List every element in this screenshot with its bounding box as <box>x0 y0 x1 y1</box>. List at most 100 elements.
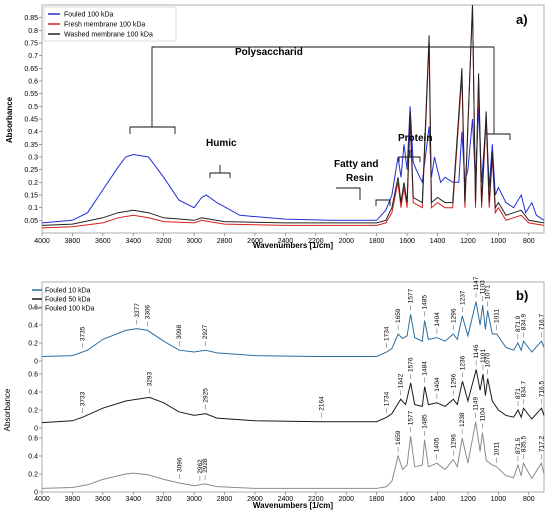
annotation-polysaccharid: Polysaccharid <box>235 47 303 58</box>
panel-a-y-tick-label: 0.35 <box>24 142 38 149</box>
panel-b-x-tick-label: 2000 <box>338 496 354 503</box>
panel-b-peak-label: 1011 <box>494 441 501 455</box>
panel-a-series-1-line <box>41 106 545 224</box>
panel-b-label: b) <box>516 288 528 303</box>
panel-b-legend-entry: Fouled 10 kDa <box>45 288 91 295</box>
panel-b-peak-label: 1146 <box>473 344 480 358</box>
panel-b-series-1-line <box>41 301 545 357</box>
panel-b-y-tick-label: 0.6 <box>28 436 38 443</box>
panel-b-y-tick-label: 0.4 <box>28 323 38 330</box>
panel-b-x-tick-label: 3800 <box>65 496 81 503</box>
panel-b-y-tick-label: 0.4 <box>28 454 38 461</box>
panel-b-peak-label: 716.5 <box>538 381 545 398</box>
panel-a-y-tick-label: 0.15 <box>24 193 38 200</box>
panel-b-y-tick-label: 0.4 <box>28 390 38 397</box>
panel-b-x-tick-label: 2200 <box>308 496 324 503</box>
panel-a-y-axis-label: Absorbance <box>5 96 14 143</box>
panel-b-peak-label: 2927 <box>202 324 209 339</box>
panel-b-peak-label: 1485 <box>422 414 429 429</box>
panel-b-x-tick-label: 3000 <box>186 496 202 503</box>
panel-a-x-tick-label: 2600 <box>247 238 263 245</box>
panel-b-peak-label: 3377 <box>134 303 141 318</box>
panel-b-peak-label: 1734 <box>384 326 391 341</box>
panel-a-y-tick-label: 0.3 <box>28 155 38 162</box>
panel-b-y-tick-label: 0 <box>34 490 38 497</box>
panel-b-peak-label: 1405 <box>434 437 441 452</box>
panel-b-peak-label: 1485 <box>422 295 429 310</box>
panel-a-x-tick-label: 1400 <box>430 238 446 245</box>
panel-b-peak-label: 1011 <box>494 309 501 323</box>
panel-b-peak-label: 3096 <box>177 457 184 472</box>
humic-bracket <box>209 165 231 178</box>
panel-b-peak-label: 1404 <box>434 312 441 327</box>
panel-a-y-tick-label: 0.7 <box>28 53 38 60</box>
panel-a-x-tick-label: 800 <box>523 238 535 245</box>
panel-b-x-tick-label: 3200 <box>156 496 172 503</box>
panel-b-x-tick-label: 4000 <box>34 496 50 503</box>
panel-a-x-tick-label: 3800 <box>65 238 81 245</box>
panel-b-peak-label: 1149 <box>473 396 480 410</box>
polysaccharid-bracket-left <box>129 60 176 134</box>
panel-b-peak-label: 835.5 <box>520 436 527 453</box>
panel-a-y-tick-label: 0.05 <box>24 218 38 225</box>
panel-b-peak-label: 1236 <box>459 355 466 370</box>
panel-b-y-tick-label: 0.2 <box>28 472 38 479</box>
panel-a-x-tick-label: 2800 <box>217 238 233 245</box>
panel-b-peak-label: 1104 <box>480 407 487 421</box>
panel-b-legend-entry: Fouled 100 kDa <box>45 306 95 313</box>
panel-b-x-tick-label: 1200 <box>460 496 476 503</box>
polysaccharid-bracket-right <box>486 60 511 140</box>
panel-a-x-tick-label: 3600 <box>95 238 111 245</box>
panel-a-x-tick-label: 1000 <box>491 238 507 245</box>
panel-b-peak-label: 1147 <box>473 276 480 290</box>
panel-a-x-axis-label: Wavenumbers [1/cm] <box>253 241 334 250</box>
panel-b-y-tick-label: 0 <box>34 359 38 366</box>
panel-b-y-tick-label: 0.6 <box>28 372 38 379</box>
panel-b-peak-label: 2925 <box>203 388 210 403</box>
panel-b-peak-label: 834.9 <box>520 314 527 331</box>
panel-a-x-tick-label: 3000 <box>186 238 202 245</box>
polysaccharid-bracket <box>151 46 495 60</box>
fatty-resin-bracket <box>375 199 391 206</box>
panel-a-x-tick-label: 3400 <box>125 238 141 245</box>
panel-a-x-tick-label: 4000 <box>34 238 50 245</box>
panel-b-peak-label: 871 <box>515 388 522 399</box>
panel-b-y-tick-label: 0.2 <box>28 341 38 348</box>
panel-a-y-tick-label: 0.6 <box>28 79 38 86</box>
panel-b-peak-label: 1404 <box>434 377 441 392</box>
panel-b-peak-label: 834.7 <box>521 381 528 398</box>
panel-b: 00.20.40.600.20.40.600.20.40.6 4000 3800 3… <box>3 276 545 510</box>
panel-b-peak-label: 1103 <box>480 280 487 294</box>
panel-b-peak-label: 1577 <box>408 288 415 303</box>
panel-a-legend-entry: Fouled 100 kDa <box>64 12 114 19</box>
panel-a-y-tick-label: 0.85 <box>24 15 38 22</box>
panel-b-peak-label: 1659 <box>395 430 402 445</box>
panel-b-x-axis-label: Wavenumbers [1/cm] <box>253 501 334 510</box>
panel-a-legend-entry: Washed membrane 100 kDa <box>64 32 153 39</box>
fatty-resin-pointer <box>336 187 361 200</box>
panel-b-frame <box>41 281 545 493</box>
panel-b-peak-label: 1734 <box>384 391 391 406</box>
panel-b-peak-label: 3293 <box>147 372 154 387</box>
protein-bracket <box>398 150 421 162</box>
panel-b-peak-label: 1070 <box>485 353 492 368</box>
panel-b-peak-label: 3098 <box>176 324 183 339</box>
panel-a-series-3-line <box>41 4 545 226</box>
panel-a-x-tick-label: 1800 <box>369 238 385 245</box>
panel-b-peak-label: 1238 <box>459 412 466 427</box>
panel-a-annotations <box>129 46 511 206</box>
panel-b-x-tick-label: 1000 <box>491 496 507 503</box>
panel-b-peak-label: 3306 <box>145 305 152 320</box>
panel-a-legend-box <box>43 6 177 42</box>
panel-a-legend-entry: Fresh membrane 100 kDa <box>64 22 145 29</box>
panel-b-y-axis-label: Absorbance <box>3 388 12 431</box>
panel-b-peak-label: 1642 <box>398 373 405 388</box>
panel-b-peak-label: 1659 <box>395 308 402 323</box>
panel-b-x-tick-label: 2600 <box>247 496 263 503</box>
panel-b-peak-label: 1101 <box>480 349 487 363</box>
panel-b-y-tick-label: 0 <box>34 426 38 433</box>
panel-b-peak-label: 2164 <box>318 396 325 411</box>
panel-b-peak-label: 1484 <box>422 361 429 376</box>
panel-b-peak-label: 717.2 <box>538 436 545 453</box>
